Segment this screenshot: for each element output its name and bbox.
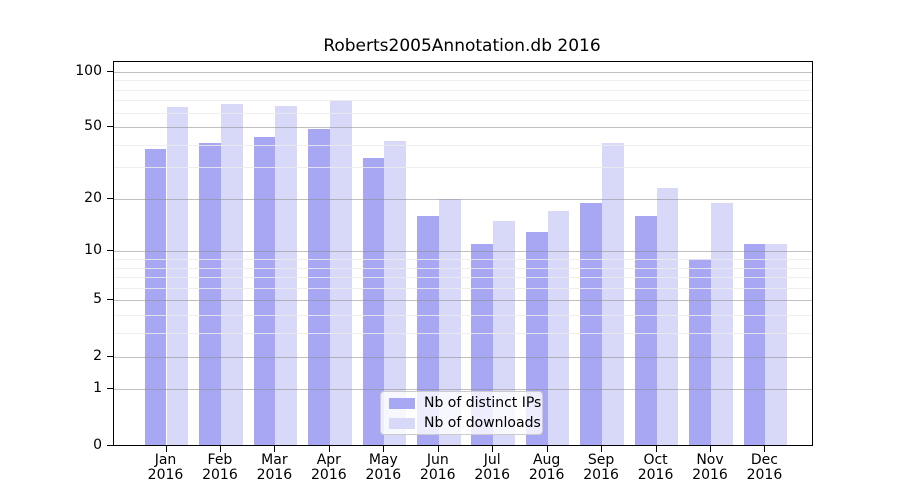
- legend-item-downloads: Nb of downloads: [389, 415, 541, 431]
- x-tick-mark: [601, 445, 603, 452]
- legend-label-downloads: Nb of downloads: [424, 415, 541, 431]
- y-tick-mark: [107, 197, 113, 199]
- bar-nb-of-downloads: [220, 103, 243, 446]
- bar-nb-of-distinct-ips: [199, 142, 221, 446]
- y-tick-label: 5: [93, 291, 102, 308]
- y-tick-mark: [107, 126, 113, 128]
- chart-title: Roberts2005Annotation.db 2016: [323, 36, 601, 56]
- x-tick-mark: [274, 445, 276, 452]
- x-tick-label: May 2016: [365, 451, 402, 483]
- gridline-minor: [114, 259, 812, 261]
- x-tick-label: Feb 2016: [202, 451, 238, 483]
- y-tick-label: 1: [93, 380, 102, 397]
- x-tick-label: Nov 2016: [692, 451, 728, 483]
- x-tick-label: Jul 2016: [474, 451, 510, 483]
- x-tick-label: Aug 2016: [528, 451, 565, 483]
- y-tick-label: 50: [84, 118, 102, 135]
- gridline-major: [114, 300, 812, 302]
- legend-item-distinct-ips: Nb of distinct IPs: [389, 395, 541, 411]
- gridline-major: [114, 198, 812, 200]
- bar-nb-of-distinct-ips: [144, 148, 167, 446]
- x-tick-label: Apr 2016: [311, 451, 347, 483]
- y-tick-label: 100: [75, 62, 102, 79]
- gridline-minor: [114, 267, 812, 269]
- bar-nb-of-distinct-ips: [362, 157, 385, 446]
- y-tick-label: 10: [84, 242, 102, 259]
- gridline-minor: [114, 89, 812, 91]
- x-tick-mark: [165, 445, 167, 452]
- gridline-minor: [114, 287, 812, 289]
- gridline-minor: [114, 100, 812, 102]
- plot-area: Nb of distinct IPs Nb of downloads: [113, 61, 813, 446]
- bar-nb-of-downloads: [384, 140, 407, 446]
- x-tick-mark: [546, 445, 548, 452]
- gridline-minor: [114, 144, 812, 146]
- x-tick-label: Mar 2016: [256, 451, 293, 483]
- bar-nb-of-distinct-ips: [689, 259, 711, 446]
- x-tick-label: Jun 2016: [419, 451, 456, 483]
- x-tick-mark: [492, 445, 494, 452]
- x-tick-mark: [764, 445, 766, 452]
- gridline-major: [114, 127, 812, 129]
- bar-nb-of-downloads: [656, 188, 679, 446]
- bar-nb-of-downloads: [166, 107, 189, 446]
- legend-label-distinct-ips: Nb of distinct IPs: [424, 395, 542, 411]
- x-tick-label: Sep 2016: [583, 451, 619, 483]
- y-tick-mark: [107, 355, 113, 357]
- gridline-minor: [114, 277, 812, 279]
- y-tick-label: 0: [93, 436, 102, 453]
- gridline-minor: [114, 112, 812, 114]
- gridline-minor: [114, 315, 812, 317]
- y-tick-mark: [107, 388, 113, 390]
- bar-nb-of-distinct-ips: [416, 216, 439, 446]
- gridline-major: [114, 389, 812, 391]
- bar-nb-of-distinct-ips: [634, 216, 657, 446]
- y-tick-label: 20: [84, 189, 102, 206]
- bar-nb-of-downloads: [602, 142, 624, 446]
- bar-nb-of-downloads: [329, 100, 352, 446]
- bar-nb-of-distinct-ips: [253, 137, 276, 446]
- x-tick-mark: [383, 445, 385, 452]
- x-tick-mark: [219, 445, 221, 452]
- gridline-major: [114, 71, 812, 73]
- x-tick-mark: [437, 445, 439, 452]
- y-tick-mark: [107, 250, 113, 252]
- bar-nb-of-downloads: [438, 198, 461, 446]
- x-tick-label: Jan 2016: [147, 451, 184, 483]
- y-tick-mark: [107, 444, 113, 446]
- bar-nb-of-distinct-ips: [308, 128, 330, 446]
- legend-swatch-downloads: [389, 417, 415, 429]
- gridline-major: [114, 356, 812, 358]
- x-tick-label: Dec 2016: [746, 451, 783, 483]
- bar-nb-of-downloads: [547, 211, 570, 446]
- y-tick-mark: [107, 299, 113, 301]
- x-tick-label: Oct 2016: [637, 451, 674, 483]
- y-tick-mark: [107, 70, 113, 72]
- legend-swatch-distinct-ips: [389, 397, 415, 409]
- bar-nb-of-distinct-ips: [580, 202, 603, 446]
- legend: Nb of distinct IPs Nb of downloads: [380, 391, 543, 435]
- x-tick-mark: [655, 445, 657, 452]
- x-tick-mark: [710, 445, 711, 452]
- bar-nb-of-distinct-ips: [743, 244, 766, 446]
- gridline-minor: [114, 333, 812, 335]
- bar-nb-of-downloads: [711, 202, 733, 446]
- y-tick-label: 2: [93, 347, 102, 364]
- gridline-minor: [114, 80, 812, 82]
- gridline-major: [114, 251, 812, 253]
- x-tick-mark: [328, 445, 330, 452]
- bar-nb-of-downloads: [765, 244, 788, 446]
- bar-nb-of-downloads: [275, 106, 298, 446]
- gridline-minor: [114, 167, 812, 169]
